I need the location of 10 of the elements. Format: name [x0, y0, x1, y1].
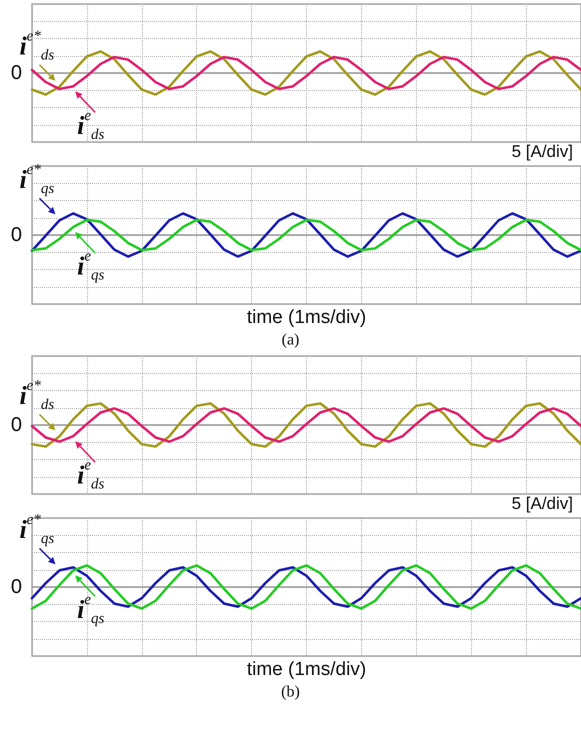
text: 0 — [10, 62, 22, 84]
text: 0 — [10, 414, 22, 436]
text: (a) — [282, 332, 300, 348]
x-axis-title: time (1ms/div) — [246, 659, 366, 680]
text: 0 — [10, 224, 22, 246]
text: (b) — [281, 684, 300, 700]
text: 0 — [10, 576, 22, 598]
x-axis-title: time (1ms/div) — [246, 307, 366, 328]
text: 5 [A/div] — [512, 142, 573, 161]
text: 5 [A/div] — [512, 494, 573, 513]
